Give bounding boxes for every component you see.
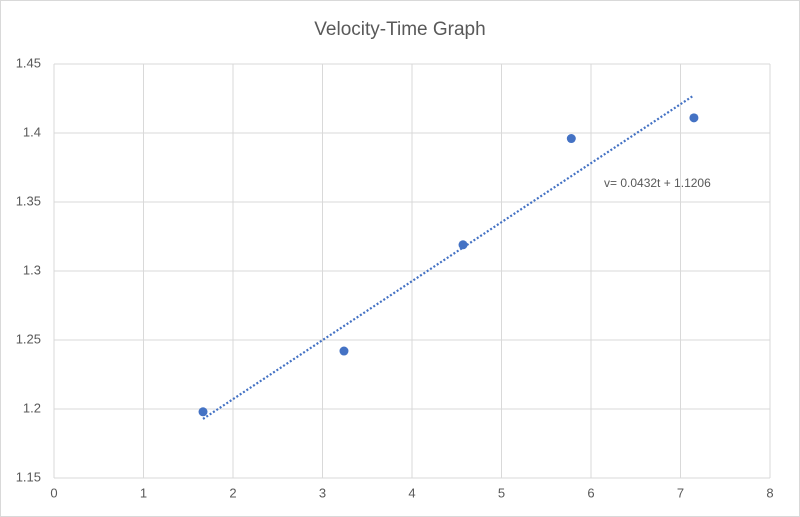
x-tick-label: 5 (498, 485, 505, 500)
chart-title: Velocity-Time Graph (314, 19, 485, 40)
point (198, 407, 208, 417)
x-tick-label: 8 (766, 485, 773, 500)
y-tick-label: 1.4 (23, 124, 41, 139)
point (566, 134, 576, 144)
point (458, 240, 468, 250)
y-tick-label: 1.2 (23, 400, 41, 415)
point (339, 346, 349, 356)
y-tick-label: 1.3 (23, 262, 41, 277)
x-tick-label: 1 (140, 485, 147, 500)
y-tick-label: 1.35 (16, 193, 41, 208)
point (689, 113, 699, 123)
x-tick-label: 7 (677, 485, 684, 500)
y-tick-label: 1.15 (16, 469, 41, 484)
x-tick-label: 2 (229, 485, 236, 500)
trendline (202, 94, 695, 420)
x-tick-label: 0 (50, 485, 57, 500)
y-tick-label: 1.45 (16, 55, 41, 70)
trendline-label: v= 0.0432t + 1.1206 (604, 176, 711, 190)
x-tick-label: 6 (587, 485, 594, 500)
x-tick-label: 3 (319, 485, 326, 500)
y-tick-label: 1.25 (16, 331, 41, 346)
x-tick-label: 4 (408, 485, 415, 500)
